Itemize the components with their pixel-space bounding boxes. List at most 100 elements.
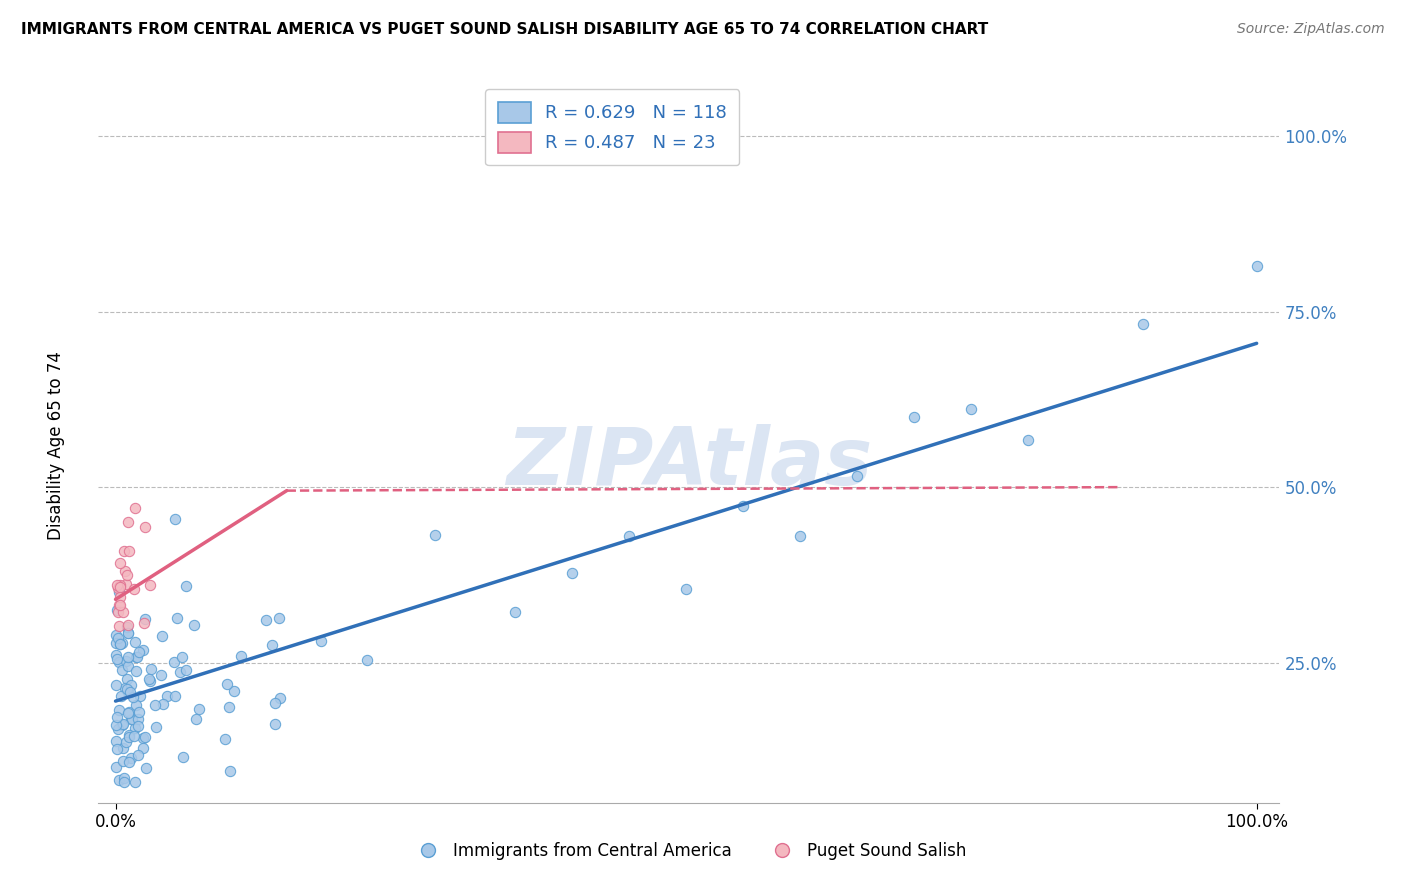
Point xyxy=(263,697,285,711)
Point xyxy=(115,620,138,634)
Point xyxy=(156,690,179,704)
Point xyxy=(561,566,583,581)
Point xyxy=(107,598,129,612)
Point xyxy=(115,672,138,686)
Point xyxy=(107,585,129,599)
Point xyxy=(112,741,135,756)
Text: ZIPAtlas: ZIPAtlas xyxy=(506,425,872,502)
Point xyxy=(105,678,128,692)
Point xyxy=(121,712,143,726)
Point xyxy=(260,639,283,653)
Point xyxy=(110,637,132,651)
Point xyxy=(110,578,132,592)
Point xyxy=(127,748,149,763)
Point xyxy=(128,706,150,720)
Point xyxy=(222,683,245,698)
Point xyxy=(127,712,149,726)
Point xyxy=(267,610,290,624)
Point xyxy=(125,664,148,678)
Point xyxy=(132,643,155,657)
Point xyxy=(789,529,811,543)
Point xyxy=(218,700,240,714)
Point xyxy=(733,500,755,514)
Point xyxy=(131,731,153,745)
Point xyxy=(112,544,135,558)
Point xyxy=(128,645,150,659)
Point xyxy=(122,729,145,743)
Point xyxy=(111,717,134,731)
Point xyxy=(117,626,139,640)
Point xyxy=(117,728,139,742)
Point xyxy=(105,760,128,774)
Point xyxy=(122,582,145,596)
Point xyxy=(129,689,152,703)
Point xyxy=(132,615,155,630)
Point xyxy=(124,721,146,735)
Point xyxy=(118,685,141,699)
Point xyxy=(269,690,291,705)
Point xyxy=(254,613,277,627)
Point xyxy=(141,662,163,676)
Point xyxy=(169,665,191,680)
Point xyxy=(617,529,640,543)
Point xyxy=(163,512,186,526)
Point xyxy=(183,617,205,632)
Point xyxy=(143,698,166,712)
Point xyxy=(105,652,128,666)
Point xyxy=(115,681,138,696)
Point xyxy=(117,658,139,673)
Point xyxy=(108,773,131,788)
Point xyxy=(150,629,173,643)
Point xyxy=(108,599,131,613)
Point xyxy=(120,751,142,765)
Point xyxy=(135,761,157,775)
Point xyxy=(166,611,188,625)
Point xyxy=(174,579,197,593)
Point xyxy=(120,678,142,692)
Point xyxy=(108,619,131,633)
Point xyxy=(215,677,238,691)
Point xyxy=(1132,318,1154,332)
Point xyxy=(163,655,186,669)
Point xyxy=(112,772,135,786)
Point xyxy=(118,705,141,719)
Point xyxy=(105,717,128,731)
Point xyxy=(172,750,194,764)
Point xyxy=(124,501,146,516)
Point xyxy=(149,668,172,682)
Point xyxy=(124,649,146,664)
Point xyxy=(107,703,129,717)
Point xyxy=(117,650,139,665)
Point xyxy=(108,556,131,570)
Point xyxy=(134,612,156,626)
Point xyxy=(960,401,983,416)
Point xyxy=(163,689,186,703)
Point xyxy=(846,469,869,483)
Point xyxy=(675,582,697,596)
Point xyxy=(111,636,134,650)
Point xyxy=(187,702,209,716)
Point xyxy=(117,568,139,582)
Point xyxy=(111,663,134,677)
Point xyxy=(356,653,378,667)
Point xyxy=(503,605,526,619)
Point xyxy=(105,578,128,592)
Point xyxy=(114,577,136,591)
Point xyxy=(122,690,145,705)
Point xyxy=(264,717,287,731)
Point xyxy=(134,731,156,745)
Point xyxy=(229,648,252,663)
Point xyxy=(118,730,141,744)
Point xyxy=(184,712,207,726)
Point xyxy=(125,698,148,713)
Point xyxy=(139,674,162,689)
Point xyxy=(117,685,139,699)
Point xyxy=(170,650,193,665)
Point xyxy=(117,626,139,640)
Point xyxy=(110,690,132,704)
Point xyxy=(139,578,162,592)
Point xyxy=(118,755,141,769)
Point xyxy=(152,697,174,711)
Point xyxy=(120,712,142,726)
Point xyxy=(105,710,128,724)
